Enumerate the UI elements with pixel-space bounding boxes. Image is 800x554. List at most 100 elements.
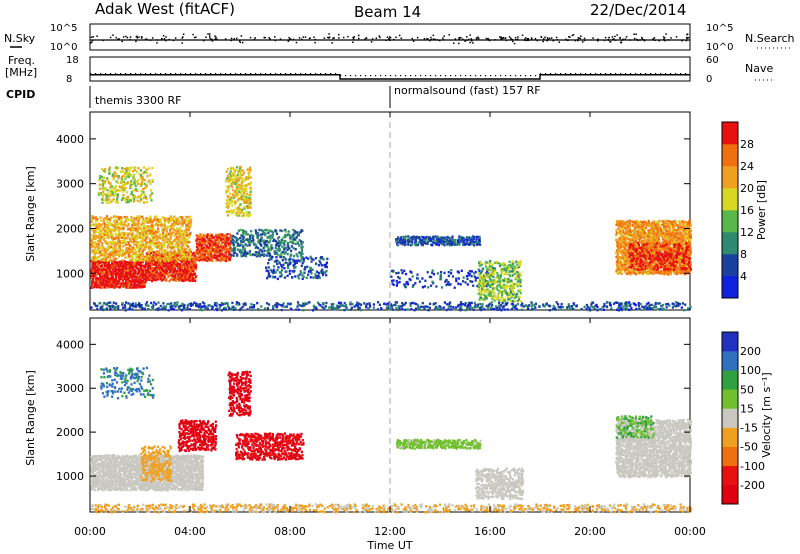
heatmap-cell bbox=[155, 276, 158, 279]
heatmap-cell bbox=[141, 180, 144, 183]
heatmap-cell bbox=[243, 185, 246, 188]
heatmap-cell bbox=[136, 170, 139, 173]
heatmap-cell bbox=[481, 287, 484, 290]
heatmap-cell bbox=[187, 221, 190, 224]
heatmap-cell bbox=[480, 291, 483, 294]
heatmap-cell bbox=[294, 238, 297, 241]
heatmap-cell bbox=[228, 257, 231, 261]
heatmap-cell bbox=[457, 241, 460, 244]
heatmap-cell bbox=[194, 276, 197, 280]
heatmap-cell bbox=[138, 261, 141, 264]
heatmap-cell bbox=[117, 236, 120, 239]
nave-point bbox=[305, 73, 307, 75]
heatmap-cell bbox=[621, 254, 624, 257]
heatmap-cell bbox=[214, 242, 217, 245]
heatmap-cell bbox=[169, 249, 172, 252]
heatmap-cell bbox=[513, 291, 516, 295]
heatmap-cell bbox=[136, 275, 139, 278]
heatmap-cell bbox=[615, 223, 618, 226]
heatmap-cell bbox=[178, 271, 181, 274]
heatmap-cell bbox=[432, 273, 435, 276]
heatmap-cell bbox=[119, 220, 122, 223]
heatmap-cell bbox=[145, 257, 148, 260]
heatmap-cell bbox=[318, 260, 321, 263]
heatmap-cell bbox=[496, 285, 499, 288]
heatmap-cell bbox=[321, 273, 325, 277]
heatmap-cell bbox=[150, 239, 153, 243]
heatmap-cell bbox=[118, 235, 122, 239]
heatmap-cell bbox=[245, 231, 248, 234]
nave-point bbox=[250, 73, 252, 75]
heatmap-cell bbox=[146, 221, 149, 224]
heatmap-cell bbox=[241, 173, 244, 177]
heatmap-cell bbox=[134, 166, 137, 169]
heatmap-cell bbox=[139, 267, 143, 270]
heatmap-cell bbox=[139, 215, 142, 218]
heatmap-cell bbox=[616, 221, 619, 224]
heatmap-cell bbox=[167, 259, 170, 263]
heatmap-cell bbox=[176, 245, 179, 249]
heatmap-cell bbox=[133, 217, 136, 220]
heatmap-cell bbox=[178, 256, 181, 259]
heatmap-cell bbox=[484, 273, 487, 276]
heatmap-cell bbox=[487, 292, 490, 295]
heatmap-cell bbox=[129, 260, 132, 264]
heatmap-cell bbox=[183, 267, 186, 270]
heatmap-cell bbox=[115, 167, 118, 171]
heatmap-cell bbox=[503, 264, 506, 268]
heatmap-cell bbox=[449, 242, 452, 245]
heatmap-cell bbox=[195, 251, 198, 254]
heatmap-cell bbox=[505, 291, 508, 294]
heatmap-cell bbox=[207, 257, 210, 261]
noise-point bbox=[302, 36, 304, 38]
heatmap-cell bbox=[181, 244, 184, 247]
heatmap-cell bbox=[164, 273, 167, 276]
heatmap-cell bbox=[505, 280, 508, 284]
heatmap-cell bbox=[629, 238, 632, 241]
heatmap-cell bbox=[126, 234, 129, 237]
heatmap-cell bbox=[505, 278, 508, 281]
heatmap-cell bbox=[314, 273, 317, 276]
heatmap-cell bbox=[115, 285, 118, 288]
heatmap-cell bbox=[404, 239, 407, 242]
heatmap-cell bbox=[100, 252, 104, 256]
heatmap-cell bbox=[179, 276, 182, 279]
heatmap-cell bbox=[275, 232, 279, 236]
heatmap-cell bbox=[439, 241, 442, 244]
heatmap-cell bbox=[501, 262, 504, 265]
heatmap-cell bbox=[125, 167, 129, 170]
heatmap-cell bbox=[265, 239, 268, 243]
heatmap-cell bbox=[485, 294, 488, 298]
heatmap-cell bbox=[651, 244, 654, 247]
noise-point bbox=[470, 38, 473, 40]
heatmap-cell bbox=[624, 253, 627, 257]
heatmap-cell bbox=[98, 223, 102, 227]
heatmap-cell bbox=[626, 265, 629, 268]
heatmap-cell bbox=[292, 240, 295, 243]
heatmap-cell bbox=[209, 239, 213, 242]
heatmap-cell bbox=[419, 238, 422, 242]
heatmap-cell bbox=[214, 245, 217, 248]
heatmap-cell bbox=[197, 254, 200, 257]
heatmap-cell bbox=[105, 232, 108, 235]
nave-point bbox=[670, 73, 672, 75]
heatmap-cell bbox=[113, 281, 116, 284]
heatmap-cell bbox=[212, 236, 216, 239]
heatmap-cell bbox=[136, 215, 139, 218]
heatmap-cell bbox=[147, 255, 150, 258]
heatmap-cell bbox=[236, 214, 239, 217]
heatmap-cell bbox=[453, 286, 456, 289]
heatmap-cell bbox=[236, 175, 239, 178]
heatmap-cell bbox=[489, 293, 492, 297]
heatmap-cell bbox=[616, 261, 619, 264]
heatmap-cell bbox=[127, 174, 130, 177]
heatmap-cell bbox=[280, 273, 283, 277]
heatmap-cell bbox=[246, 205, 249, 208]
heatmap-cell bbox=[145, 219, 148, 222]
heatmap-cell bbox=[636, 232, 639, 236]
heatmap-cell bbox=[626, 230, 629, 233]
noise-point bbox=[141, 37, 143, 39]
heatmap-cell bbox=[469, 272, 472, 276]
heatmap-cell bbox=[148, 228, 151, 231]
heatmap-cell bbox=[132, 166, 135, 169]
